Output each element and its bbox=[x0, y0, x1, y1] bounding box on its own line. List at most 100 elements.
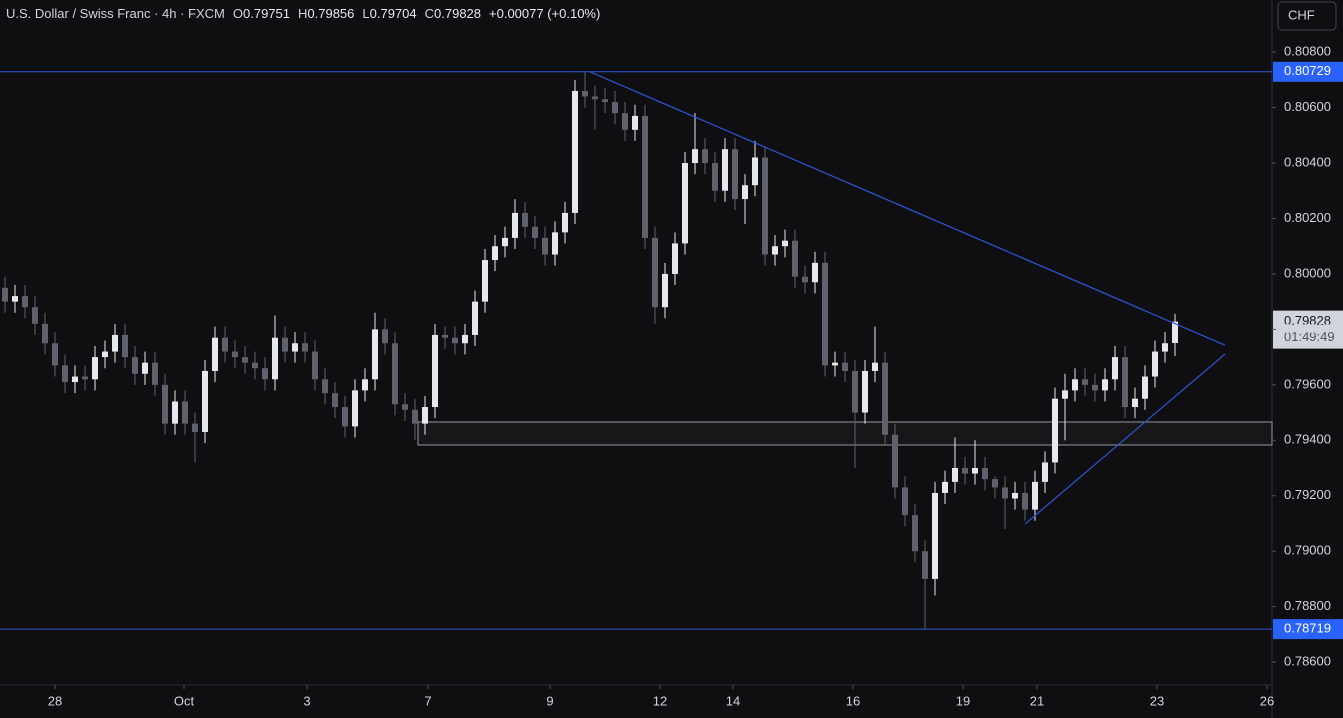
candle-body bbox=[492, 246, 498, 261]
candle-body bbox=[862, 370, 868, 413]
candle-body bbox=[952, 468, 958, 482]
candle-body bbox=[752, 157, 758, 186]
candle-body bbox=[702, 149, 708, 164]
candle-body bbox=[1122, 357, 1128, 408]
candle-body bbox=[572, 90, 578, 213]
candle-body bbox=[482, 260, 488, 302]
candle-body bbox=[22, 296, 28, 308]
candle-body bbox=[1112, 357, 1118, 380]
candle-body bbox=[692, 149, 698, 164]
candle-body bbox=[992, 479, 998, 488]
candle-body bbox=[42, 323, 48, 344]
candle-body bbox=[872, 362, 878, 371]
candle-body bbox=[982, 468, 988, 480]
candle-body bbox=[562, 212, 568, 233]
candle-body bbox=[1012, 492, 1018, 499]
x-tick-label: 14 bbox=[726, 693, 740, 708]
candle-body bbox=[602, 99, 608, 103]
candle-body bbox=[642, 115, 648, 238]
price-label-box bbox=[1273, 61, 1343, 82]
candle-body bbox=[762, 157, 768, 255]
candle-body bbox=[912, 515, 918, 552]
y-tick-label: 0.79600 bbox=[1284, 376, 1331, 391]
candle-body bbox=[252, 362, 258, 369]
y-tick-label: 0.79400 bbox=[1284, 432, 1331, 447]
candle-body bbox=[32, 307, 38, 324]
ohlc-value: 0.79751 bbox=[243, 6, 290, 21]
candle-body bbox=[372, 329, 378, 380]
candle-body bbox=[262, 368, 268, 380]
candle-body bbox=[212, 337, 218, 371]
candle-body bbox=[1132, 398, 1138, 408]
candle-body bbox=[1092, 384, 1098, 391]
x-tick-label: 7 bbox=[424, 693, 431, 708]
candle-body bbox=[302, 343, 308, 352]
candle-body bbox=[512, 212, 518, 238]
candle-body bbox=[92, 357, 98, 380]
candle-body bbox=[732, 149, 738, 200]
x-tick-label: 21 bbox=[1030, 693, 1044, 708]
candle-body bbox=[242, 357, 248, 363]
candle-body bbox=[1152, 351, 1158, 377]
candle-body bbox=[142, 362, 148, 374]
candle-body bbox=[472, 301, 478, 335]
candle-body bbox=[102, 351, 108, 358]
countdown: 01:49:49 bbox=[1284, 329, 1335, 344]
candle-body bbox=[722, 149, 728, 191]
candle-body bbox=[1142, 376, 1148, 399]
candle-body bbox=[362, 379, 368, 391]
candle-body bbox=[272, 337, 278, 380]
currency[interactable]: CHF bbox=[1288, 7, 1315, 22]
candle-body bbox=[532, 226, 538, 238]
candle-body bbox=[192, 423, 198, 432]
candle-body bbox=[152, 362, 158, 385]
y-tick-label: 0.80000 bbox=[1284, 265, 1331, 280]
candle-body bbox=[742, 185, 748, 200]
candle-body bbox=[222, 337, 228, 352]
price-label-box bbox=[1273, 619, 1343, 640]
currency-button[interactable] bbox=[1277, 1, 1337, 31]
candle-body bbox=[522, 212, 528, 227]
candle-body bbox=[632, 115, 638, 130]
candle-body bbox=[592, 96, 598, 100]
candle-body bbox=[332, 393, 338, 408]
candle-body bbox=[922, 551, 928, 579]
candle-body bbox=[322, 379, 328, 394]
candle-body bbox=[182, 401, 188, 424]
candle-body bbox=[122, 334, 128, 358]
y-tick-label: 0.79200 bbox=[1284, 487, 1331, 502]
candle-body bbox=[352, 390, 358, 427]
plot-area bbox=[0, 71, 1273, 630]
candle-body bbox=[652, 237, 658, 308]
candle-body bbox=[972, 468, 978, 474]
candle-body bbox=[72, 376, 78, 383]
candle-body bbox=[502, 237, 508, 247]
candle-body bbox=[282, 337, 288, 352]
y-tick-label: 0.78600 bbox=[1284, 654, 1331, 669]
candle-body bbox=[582, 90, 588, 97]
ohlc-value: 0.79828 bbox=[434, 6, 481, 21]
x-tick-label: 3 bbox=[303, 693, 310, 708]
y-tick-label: 0.80400 bbox=[1284, 154, 1331, 169]
x-tick-label: 23 bbox=[1150, 693, 1164, 708]
candle-body bbox=[462, 334, 468, 344]
candle-body bbox=[1052, 398, 1058, 463]
candle-body bbox=[882, 362, 888, 435]
candle-body bbox=[442, 334, 448, 338]
candle-body bbox=[422, 407, 428, 424]
candle-body bbox=[822, 262, 828, 366]
current-price-label: 0.79828 bbox=[1284, 313, 1331, 328]
x-tick-label: Oct bbox=[174, 693, 195, 708]
candle-body bbox=[62, 365, 68, 383]
zone bbox=[417, 421, 1273, 446]
candle-body bbox=[772, 246, 778, 255]
candle-body bbox=[612, 102, 618, 114]
trendline bbox=[589, 71, 1226, 346]
candle-body bbox=[132, 357, 138, 374]
candle-body bbox=[552, 232, 558, 255]
candle-body bbox=[392, 343, 398, 405]
ohlc-value: 0.79704 bbox=[370, 6, 417, 21]
